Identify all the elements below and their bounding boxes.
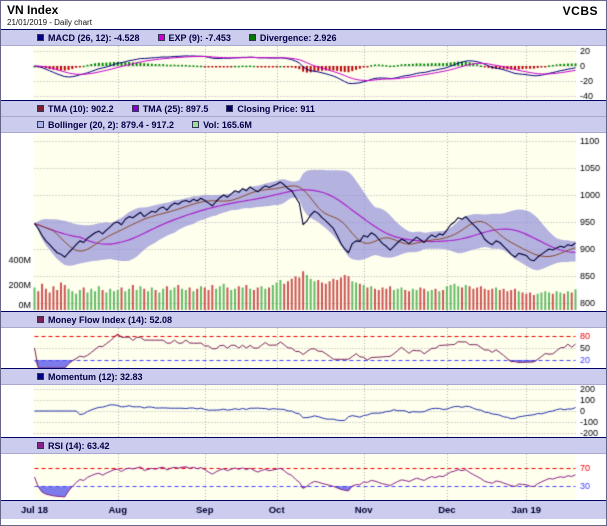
legend-rsi-label: RSI (14): 63.42 [48, 440, 110, 451]
price-legend-row1: TMA (10): 902.2 TMA (25): 897.5 Closing … [1, 101, 606, 117]
legend-mfi: Money Flow Index (14): 52.08 [37, 315, 172, 325]
chart-subtitle: 21/01/2019 - Daily chart [7, 18, 92, 27]
legend-tma25: TMA (25): 897.5 [131, 103, 209, 114]
rsi-panel: RSI (14): 63.42 [1, 437, 606, 500]
macd-swatch-icon [37, 34, 44, 41]
legend-bollinger-label: Bollinger (20, 2): 879.4 - 917.2 [48, 119, 175, 130]
legend-tma10: TMA (10): 902.2 [37, 104, 114, 114]
rsi-swatch-icon [37, 442, 44, 449]
legend-bollinger: Bollinger (20, 2): 879.4 - 917.2 [37, 120, 174, 130]
volume-swatch-icon [192, 121, 200, 128]
legend-macd: MACD (26, 12): -4.528 [37, 33, 140, 43]
legend-exp-label: EXP (9): -7.453 [168, 32, 231, 43]
legend-macd-label: MACD (26, 12): -4.528 [48, 32, 140, 43]
legend-tma10-label: TMA (10): 902.2 [48, 103, 114, 114]
bollinger-swatch-icon [37, 121, 44, 128]
header-title-block: VN Index 21/01/2019 - Daily chart [7, 3, 92, 28]
x-axis [1, 500, 606, 519]
macd-panel: MACD (26, 12): -4.528 EXP (9): -7.453 Di… [1, 29, 606, 100]
legend-divergence-label: Divergence: 2.926 [259, 32, 337, 43]
brand-logo: VCBS [562, 4, 598, 18]
legend-volume: Vol: 165.6M [192, 120, 252, 130]
macd-chart-canvas [1, 46, 606, 100]
macd-legend: MACD (26, 12): -4.528 EXP (9): -7.453 Di… [1, 30, 606, 46]
tma25-swatch-icon [131, 105, 139, 112]
tma10-swatch-icon [37, 105, 44, 112]
momentum-legend: Momentum (12): 32.83 [1, 369, 606, 385]
legend-mfi-label: Money Flow Index (14): 52.08 [48, 314, 173, 325]
chart-title: VN Index [7, 3, 59, 17]
legend-volume-label: Vol: 165.6M [203, 119, 252, 130]
price-panel: TMA (10): 902.2 TMA (25): 897.5 Closing … [1, 100, 606, 311]
exp-swatch-icon [157, 34, 165, 41]
mfi-panel: Money Flow Index (14): 52.08 [1, 311, 606, 368]
price-chart-canvas [1, 133, 606, 311]
legend-closing-price-label: Closing Price: 911 [237, 103, 315, 114]
rsi-legend: RSI (14): 63.42 [1, 438, 606, 454]
price-legend-row2: Bollinger (20, 2): 879.4 - 917.2 Vol: 16… [1, 117, 606, 133]
chart-header: VN Index 21/01/2019 - Daily chart VCBS [1, 1, 606, 29]
legend-rsi: RSI (14): 63.42 [37, 441, 110, 451]
legend-momentum-label: Momentum (12): 32.83 [48, 371, 143, 382]
closing-price-swatch-icon [226, 105, 234, 112]
rsi-chart-canvas [1, 454, 606, 500]
mfi-swatch-icon [37, 316, 44, 323]
legend-closing-price: Closing Price: 911 [226, 104, 315, 114]
momentum-swatch-icon [37, 373, 44, 380]
mfi-legend: Money Flow Index (14): 52.08 [1, 312, 606, 328]
momentum-chart-canvas [1, 385, 606, 437]
legend-tma25-label: TMA (25): 897.5 [142, 103, 209, 114]
legend-exp: EXP (9): -7.453 [157, 32, 231, 43]
mfi-chart-canvas [1, 328, 606, 368]
x-axis-canvas [1, 501, 606, 519]
legend-divergence: Divergence: 2.926 [248, 32, 337, 43]
momentum-panel: Momentum (12): 32.83 [1, 368, 606, 437]
legend-momentum: Momentum (12): 32.83 [37, 372, 143, 382]
divergence-swatch-icon [248, 34, 256, 41]
